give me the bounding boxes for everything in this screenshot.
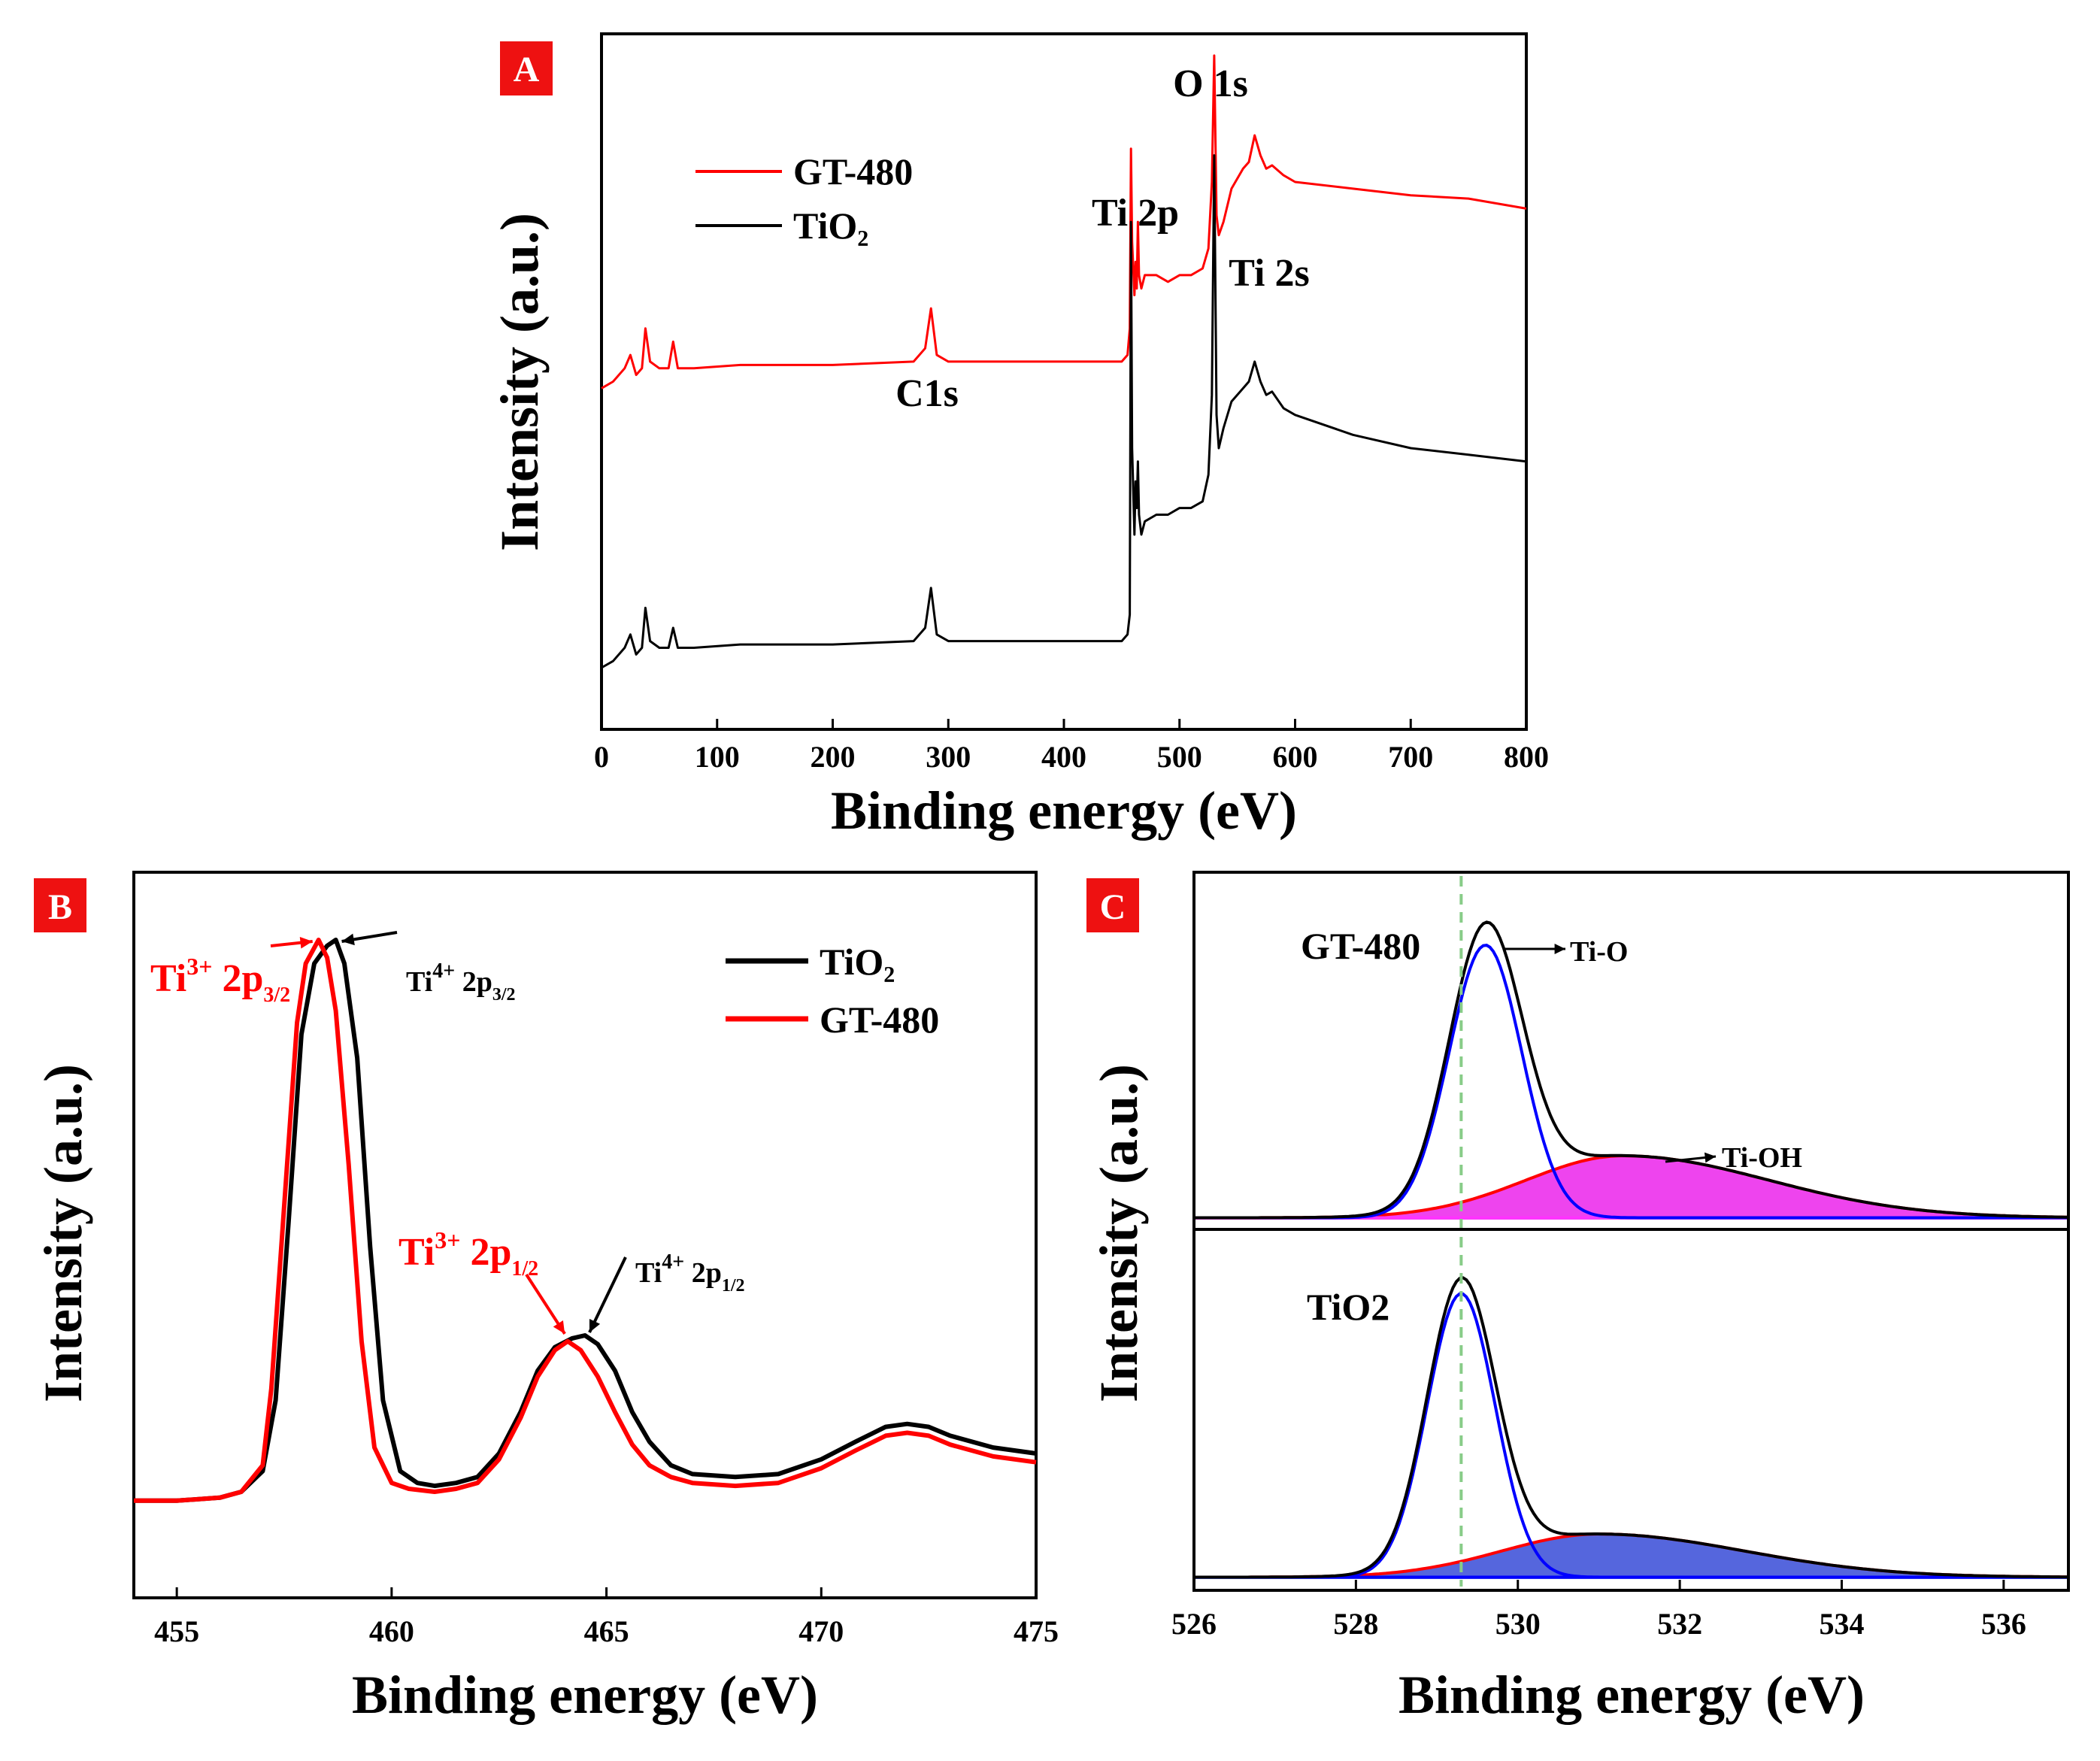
legend-b-gt480-label: GT-480 xyxy=(820,999,939,1041)
arrow-ti3-2p32-head xyxy=(299,936,313,949)
panel-b-series-gt480 xyxy=(134,938,1037,1503)
legend-a-tio2-label: TiO₂ xyxy=(793,205,868,247)
panel-c-top-tioh-fill xyxy=(1194,1156,2068,1220)
panel-b-x-tick-label-470: 470 xyxy=(798,1614,844,1648)
panel-a-series xyxy=(601,54,1527,669)
panel-a-series-tio2 xyxy=(601,154,1527,669)
panel-b-arrows xyxy=(270,931,627,1335)
panel-b-x-tick-label-455: 455 xyxy=(154,1614,199,1648)
panel-c-arrows xyxy=(1504,944,1717,1163)
panel-c-badge-label: C xyxy=(1100,887,1126,927)
panel-c-x-tick-label-528: 528 xyxy=(1333,1607,1378,1641)
panel-a-badge-label: A xyxy=(514,50,540,89)
panel-c-xlabel: Binding energy (eV) xyxy=(1398,1665,1865,1725)
legend-b-tio2-label: TiO₂ xyxy=(820,941,895,983)
panel-c-x-tick-label-526: 526 xyxy=(1171,1607,1217,1641)
annotation-ti4-2p12: Ti4+ 2p1/2 xyxy=(635,1250,745,1296)
panel-a-x-tick-label-500: 500 xyxy=(1157,740,1202,774)
panel-a-x-tick-label-700: 700 xyxy=(1388,740,1433,774)
panel-b-xlabel: Binding energy (eV) xyxy=(352,1665,818,1725)
panel-a: A 0 100 200 300 400 500 600 700 800 GT-480 TiO₂ … xyxy=(489,32,1549,841)
panel-c-x-tick-label-536: 536 xyxy=(1981,1607,2026,1641)
panel-a-ylabel: Intensity (a.u.) xyxy=(489,213,550,551)
arrow-ti3-2p12-head xyxy=(553,1320,565,1334)
panel-a-x-tick-label-300: 300 xyxy=(926,740,971,774)
panel-b: B 455 460 465 470 475 TiO₂ GT-480 Ti3+ 2p3/2… xyxy=(33,871,1059,1725)
panel-a-badge xyxy=(500,41,553,95)
panel-b-x-tick-label-460: 460 xyxy=(369,1614,414,1648)
panel-b-x-tick-label-465: 465 xyxy=(584,1614,629,1648)
annotation-ti4-2p32: Ti4+ 2p3/2 xyxy=(406,959,516,1005)
arrow-ti4-2p32-head xyxy=(341,933,355,946)
annotation-c1s: C1s xyxy=(895,372,959,415)
panel-a-x-tick-label-600: 600 xyxy=(1273,740,1318,774)
panel-b-series-tio2 xyxy=(134,938,1037,1503)
annotation-ti3-2p32: Ti3+ 2p3/2 xyxy=(150,953,290,1007)
panel-c-series xyxy=(1194,876,2069,1587)
panel-c-ticks: 526 528 530 532 534 536 xyxy=(1171,1580,2026,1641)
panel-b-series xyxy=(134,938,1037,1503)
panel-b-ylabel: Intensity (a.u.) xyxy=(33,1064,93,1402)
panel-a-x-tick-label-0: 0 xyxy=(594,740,609,774)
arrow-ti4-2p12 xyxy=(588,1256,627,1333)
annotation-ti-oh: Ti-OH xyxy=(1722,1142,1802,1174)
annotation-ti2s: Ti 2s xyxy=(1229,252,1309,295)
panel-c-bottom-tioh-fill xyxy=(1194,1534,2068,1579)
annotation-ti2p: Ti 2p xyxy=(1092,192,1179,235)
annotation-o1s: O 1s xyxy=(1173,62,1248,105)
panel-c-badge xyxy=(1086,878,1139,932)
arrow-ti-o-head xyxy=(1554,944,1565,954)
panel-b-x-tick-label-475: 475 xyxy=(1014,1614,1059,1648)
panel-a-xlabel: Binding energy (eV) xyxy=(831,780,1297,841)
panel-a-x-tick-label-800: 800 xyxy=(1504,740,1549,774)
panel-c: C 526 528 530 532 534 536 GT-480 TiO2 Ti-O Ti… xyxy=(1086,871,2070,1725)
panel-c-ylabel: Intensity (a.u.) xyxy=(1089,1064,1149,1402)
panel-a-x-tick-label-100: 100 xyxy=(695,740,740,774)
panel-c-top-envelope xyxy=(1194,920,2069,1220)
panel-a-ticks: 0 100 200 300 400 500 600 700 800 xyxy=(594,719,1549,774)
legend-a-gt480-label: GT-480 xyxy=(793,150,913,192)
arrow-ti-oh-head xyxy=(1704,1152,1716,1163)
panel-a-frame xyxy=(600,32,1528,731)
panel-a-x-tick-label-400: 400 xyxy=(1041,740,1086,774)
panel-c-x-tick-label-534: 534 xyxy=(1819,1607,1864,1641)
panel-b-ticks: 455 460 465 470 475 xyxy=(154,1587,1059,1648)
panel-c-x-tick-label-532: 532 xyxy=(1657,1607,1702,1641)
annotation-ti3-2p12: Ti3+ 2p1/2 xyxy=(398,1226,538,1281)
arrow-ti4-2p12-head xyxy=(589,1318,601,1332)
panel-a-x-tick-label-200: 200 xyxy=(811,740,856,774)
panel-a-series-gt480 xyxy=(601,54,1527,389)
panel-c-bottom-label: TiO2 xyxy=(1307,1286,1389,1328)
panel-c-frame xyxy=(1192,871,2070,1592)
annotation-ti-o: Ti-O xyxy=(1570,936,1628,968)
panel-b-badge-label: B xyxy=(48,887,72,927)
panel-c-top-label: GT-480 xyxy=(1301,925,1420,967)
panel-b-frame xyxy=(132,871,1038,1599)
panel-b-badge xyxy=(34,878,86,932)
panel-c-bottom-envelope xyxy=(1194,1276,2068,1579)
panel-c-x-tick-label-530: 530 xyxy=(1495,1607,1541,1641)
